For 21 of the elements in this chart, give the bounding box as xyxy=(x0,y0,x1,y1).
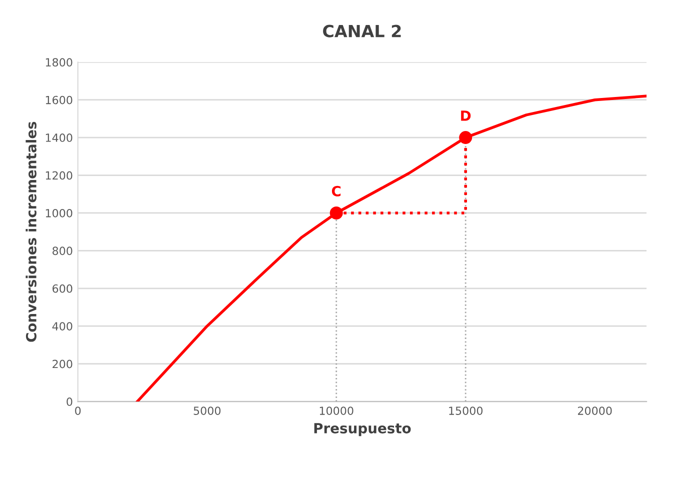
x-tick-label: 5000 xyxy=(194,406,220,415)
x-tick-label: 10000 xyxy=(320,406,354,415)
y-tick-label: 200 xyxy=(52,360,72,368)
y-tick-label: 1800 xyxy=(46,58,72,67)
x-axis-title: Presupuesto xyxy=(314,423,411,436)
line-series xyxy=(136,94,647,402)
y-tick-label: 600 xyxy=(52,284,72,293)
annotation: D xyxy=(461,110,471,121)
x-tick-label: 15000 xyxy=(449,406,483,415)
y-tick-label: 1400 xyxy=(46,134,72,142)
x-tick-label: 20000 xyxy=(578,406,612,415)
y-tick-label: 1000 xyxy=(46,208,72,218)
annotation: C xyxy=(332,186,341,196)
y-tick-label: 0 xyxy=(66,397,72,406)
y-tick-label: 1200 xyxy=(46,171,72,180)
chart-title: CANAL 2 xyxy=(323,24,401,38)
x-tick-label: 0 xyxy=(75,406,81,415)
y-tick-label: 800 xyxy=(52,246,72,256)
y-axis-title: Conversiones incrementales xyxy=(26,122,36,342)
y-tick-label: 1600 xyxy=(46,96,72,104)
y-tick-label: 400 xyxy=(52,322,72,330)
